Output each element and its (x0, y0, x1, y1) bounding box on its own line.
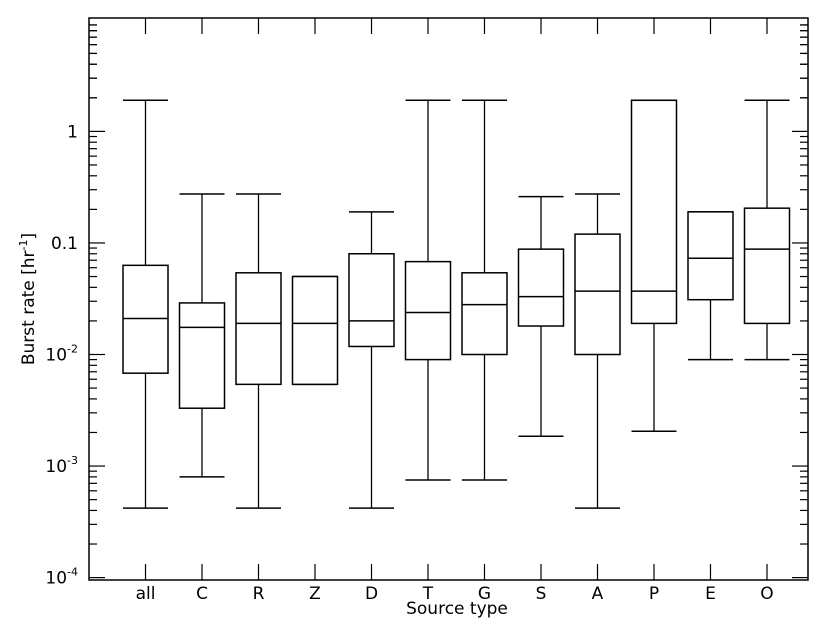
x-axis-label: Source type (406, 599, 508, 619)
box-E (687, 211, 734, 361)
x-tick-label: D (365, 584, 378, 604)
y-tick-label-base: 10 (45, 569, 67, 589)
x-tick-label: P (649, 584, 659, 604)
y-tick-label-base: 10 (45, 346, 67, 366)
x-tick-label: all (136, 584, 156, 604)
box-iqr (687, 211, 734, 301)
x-tick-label: Z (309, 584, 321, 604)
plot-frame (88, 17, 809, 581)
box-series (122, 99, 791, 509)
y-tick-label: 0.1 (51, 234, 78, 254)
y-tick-label-exp: -2 (67, 343, 78, 356)
box-iqr (461, 272, 508, 356)
y-axis-label: Burst rate [hr-1] (17, 233, 39, 365)
box-P (630, 99, 678, 433)
y-axis-label-main: Burst rate [hr (19, 250, 39, 365)
y-tick-label-exp: -4 (67, 566, 78, 579)
box-iqr (574, 233, 621, 356)
box-R (235, 193, 282, 509)
y-tick-label: 1 (67, 122, 78, 142)
box-S (517, 195, 565, 437)
box-T (404, 99, 452, 481)
axis-ticks (89, 18, 808, 580)
y-tick-label-base: 10 (45, 457, 67, 477)
box-O (743, 99, 791, 361)
box-iqr (178, 302, 226, 409)
box-A (574, 193, 621, 509)
x-tick-label: E (705, 584, 716, 604)
box-iqr (404, 260, 452, 361)
box-iqr (517, 248, 565, 327)
y-axis-label-end: ] (19, 233, 39, 240)
x-tick-labels: all C R Z D T G S A P E O (136, 584, 774, 604)
box-iqr (235, 272, 282, 386)
x-tick-label: A (592, 584, 604, 604)
box-iqr (743, 207, 791, 325)
y-tick-label-exp: -3 (67, 454, 78, 467)
x-tick-label: T (422, 584, 434, 604)
y-tick-labels: 10.110-210-310-4 (45, 122, 78, 588)
x-tick-label: O (760, 584, 773, 604)
x-tick-label: S (536, 584, 547, 604)
x-tick-label: G (478, 584, 491, 604)
y-tick-label: 10-3 (45, 454, 78, 477)
y-axis-label-sup: -1 (17, 239, 30, 250)
box-Z (291, 275, 339, 386)
box-C (178, 193, 226, 478)
box-D (348, 211, 395, 509)
y-tick-label: 10-4 (45, 566, 78, 589)
box-all (122, 99, 169, 509)
box-iqr (291, 275, 339, 386)
box-G (461, 99, 508, 481)
x-tick-label: C (196, 584, 208, 604)
box-iqr (630, 99, 678, 325)
box-iqr (348, 253, 395, 348)
y-tick-label: 10-2 (45, 343, 78, 366)
x-tick-label: R (253, 584, 265, 604)
